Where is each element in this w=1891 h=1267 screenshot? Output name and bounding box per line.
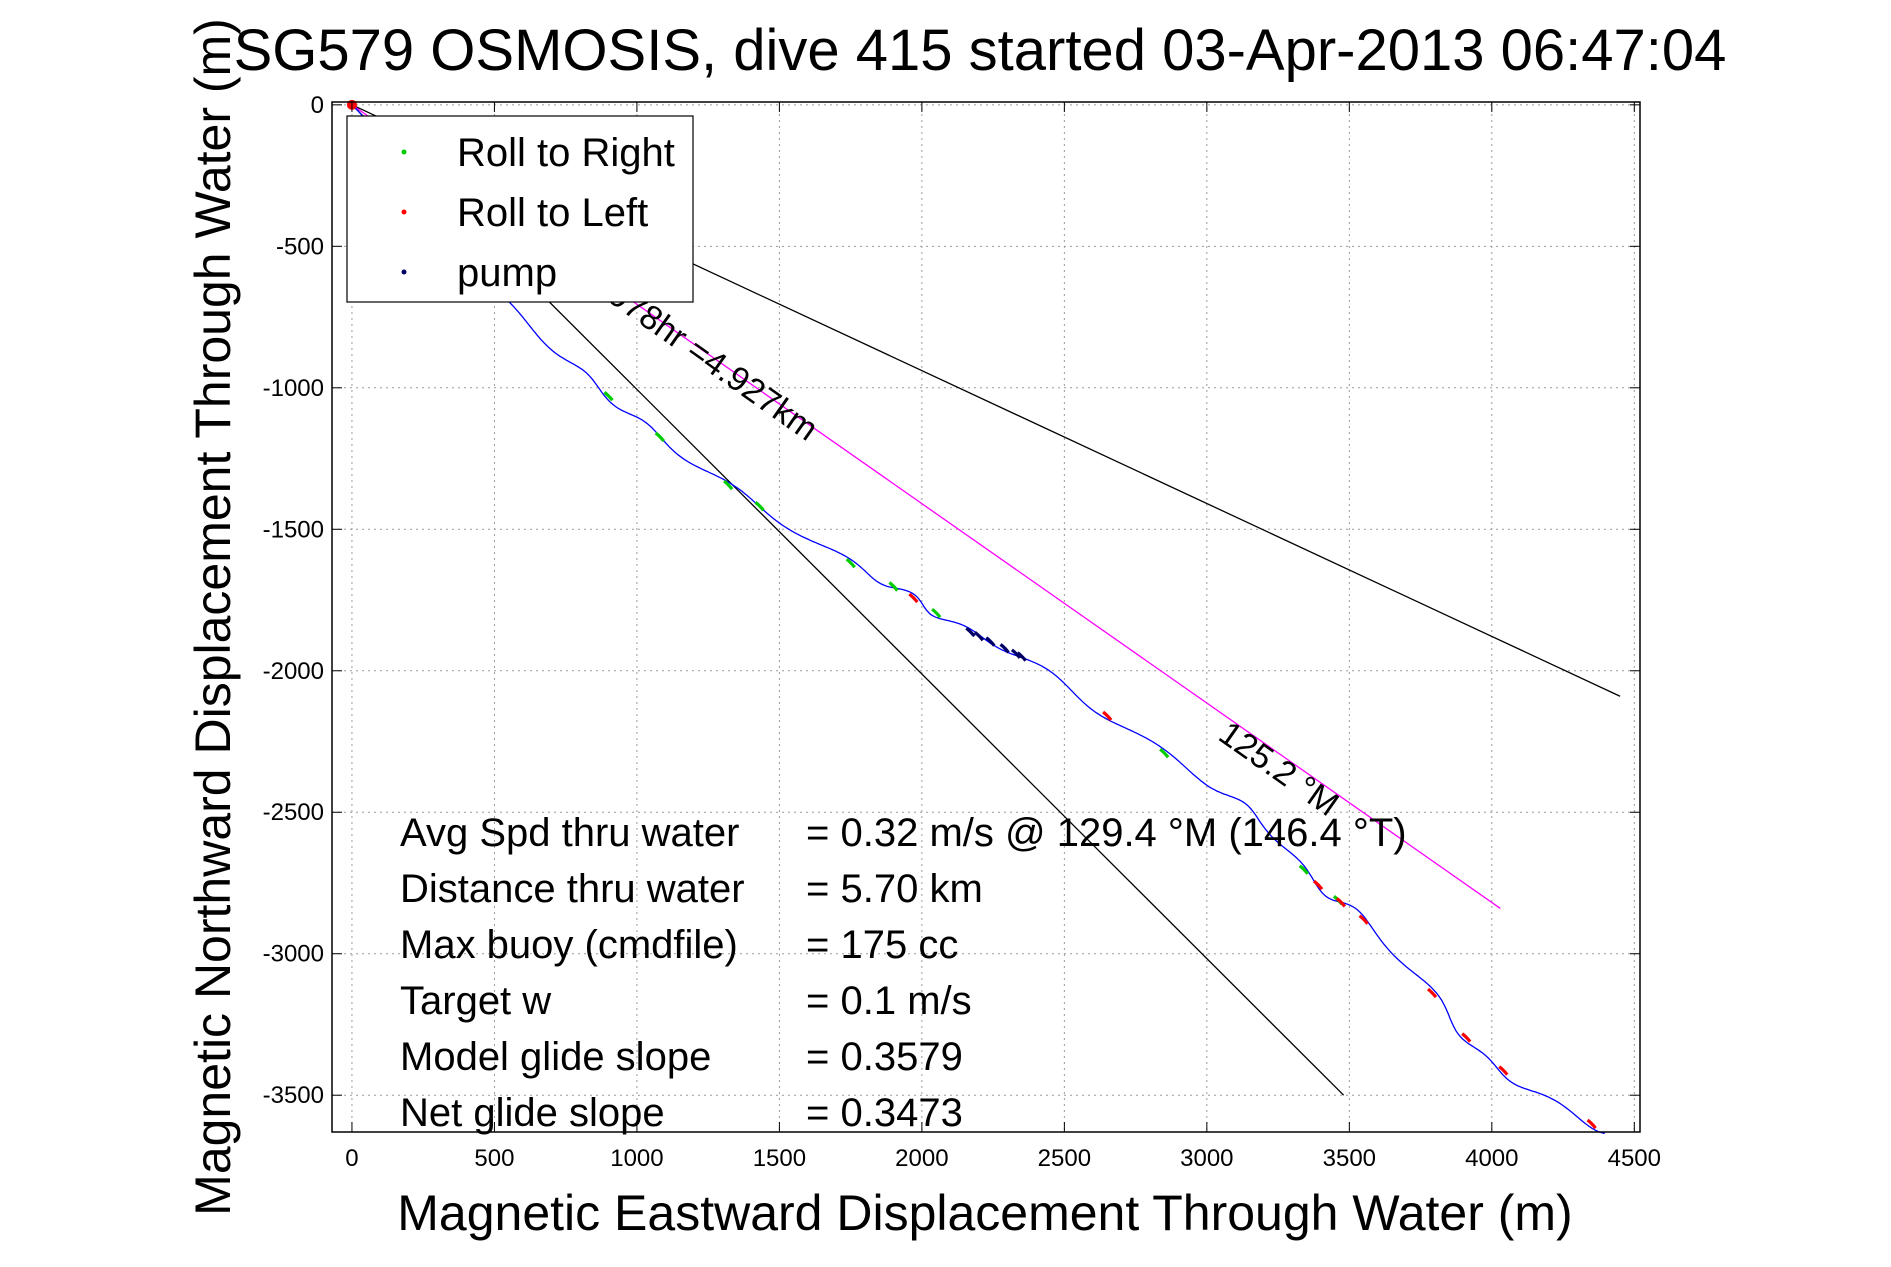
roll-left-marker: [1498, 1065, 1509, 1076]
roll-right-marker: [1159, 747, 1170, 759]
x-tick-label: 1500: [753, 1145, 806, 1172]
y-tick-label: -1500: [263, 516, 324, 543]
roll-left-marker: [1313, 879, 1324, 891]
pump-marker: [965, 626, 976, 638]
roll-right-marker: [723, 479, 734, 491]
grid-layer: [332, 102, 1640, 1132]
stats-layer: Avg Spd thru water = 0.32 m/s @ 129.4 °M …: [400, 811, 1407, 1135]
stat-label: Net glide slope: [400, 1091, 665, 1135]
roll-left-marker: [1461, 1032, 1472, 1043]
stat-label: Avg Spd thru water: [400, 811, 739, 855]
pump-marker: [1010, 648, 1022, 659]
roll-right-marker: [754, 501, 765, 512]
x-tick-label: 2000: [895, 1145, 948, 1172]
stat-label: Model glide slope: [400, 1035, 711, 1079]
y-tick-label: 0: [311, 92, 324, 119]
x-tick-label: 1000: [610, 1145, 663, 1172]
roll-right-marker: [845, 557, 856, 569]
roll-right-marker: [931, 607, 942, 619]
roll-right-marker: [888, 581, 899, 592]
roll-left-marker: [1335, 897, 1347, 908]
x-tick-label: 4000: [1465, 1145, 1518, 1172]
x-tick-label: 3500: [1323, 1145, 1376, 1172]
chart-title: SG579 OSMOSIS, dive 415 started 03-Apr-2…: [234, 18, 1727, 83]
x-tick-label: 4500: [1608, 1145, 1661, 1172]
pump-marker: [1016, 651, 1027, 662]
legend-swatch: [401, 269, 407, 275]
x-tick-label: 3000: [1180, 1145, 1233, 1172]
axes-box: [331, 101, 1641, 1133]
legend-swatch: [401, 209, 407, 215]
roll-right-marker: [1298, 864, 1309, 875]
stat-value: = 0.3473: [806, 1091, 963, 1135]
stat-value: = 175 cc: [806, 923, 958, 967]
legend-label: Roll to Right: [457, 131, 675, 175]
y-axis-label: Magnetic Northward Displacement Through …: [185, 18, 241, 1216]
roll-left-marker: [1358, 914, 1369, 925]
roll-left-marker: [908, 592, 919, 604]
roll-left-marker: [1586, 1118, 1597, 1130]
stat-label: Target w: [400, 979, 551, 1023]
y-tick-label: -500: [276, 233, 324, 260]
roll-left-marker: [1102, 710, 1113, 722]
stat-value: = 0.3579: [806, 1035, 963, 1079]
pump-marker: [999, 643, 1010, 654]
legend-swatch: [401, 149, 407, 155]
pump-marker: [985, 636, 996, 647]
stat-value: = 0.32 m/s @ 129.4 °M (146.4 °T): [806, 811, 1407, 855]
stat-label: Max buoy (cmdfile): [400, 923, 738, 967]
y-tick-label: -1000: [263, 375, 324, 402]
y-tick-label: -2000: [263, 658, 324, 685]
stat-value: = 5.70 km: [806, 867, 983, 911]
x-tick-label: 2500: [1038, 1145, 1091, 1172]
roll-right-marker: [654, 431, 665, 443]
pump-marker: [973, 630, 985, 642]
stat-value: = 0.1 m/s: [806, 979, 972, 1023]
legend-label: pump: [457, 251, 557, 295]
roll-left-marker: [1426, 987, 1438, 999]
x-axis-label: Magnetic Eastward Displacement Through W…: [397, 1185, 1572, 1241]
y-tick-label: -3500: [263, 1082, 324, 1109]
y-tick-label: -2500: [263, 799, 324, 826]
stat-label: Distance thru water: [400, 867, 745, 911]
x-tick-label: 0: [345, 1145, 358, 1172]
x-tick-label: 500: [474, 1145, 514, 1172]
y-tick-label: -3000: [263, 941, 324, 968]
roll-right-marker: [603, 391, 614, 402]
legend-label: Roll to Left: [457, 191, 648, 235]
legend: Roll to Right Roll to Left pump: [346, 115, 694, 303]
ticks-layer: 0 500 1000 1500 2000 2500 3000 3500 4000 4500 0 -50…: [263, 92, 1661, 1172]
